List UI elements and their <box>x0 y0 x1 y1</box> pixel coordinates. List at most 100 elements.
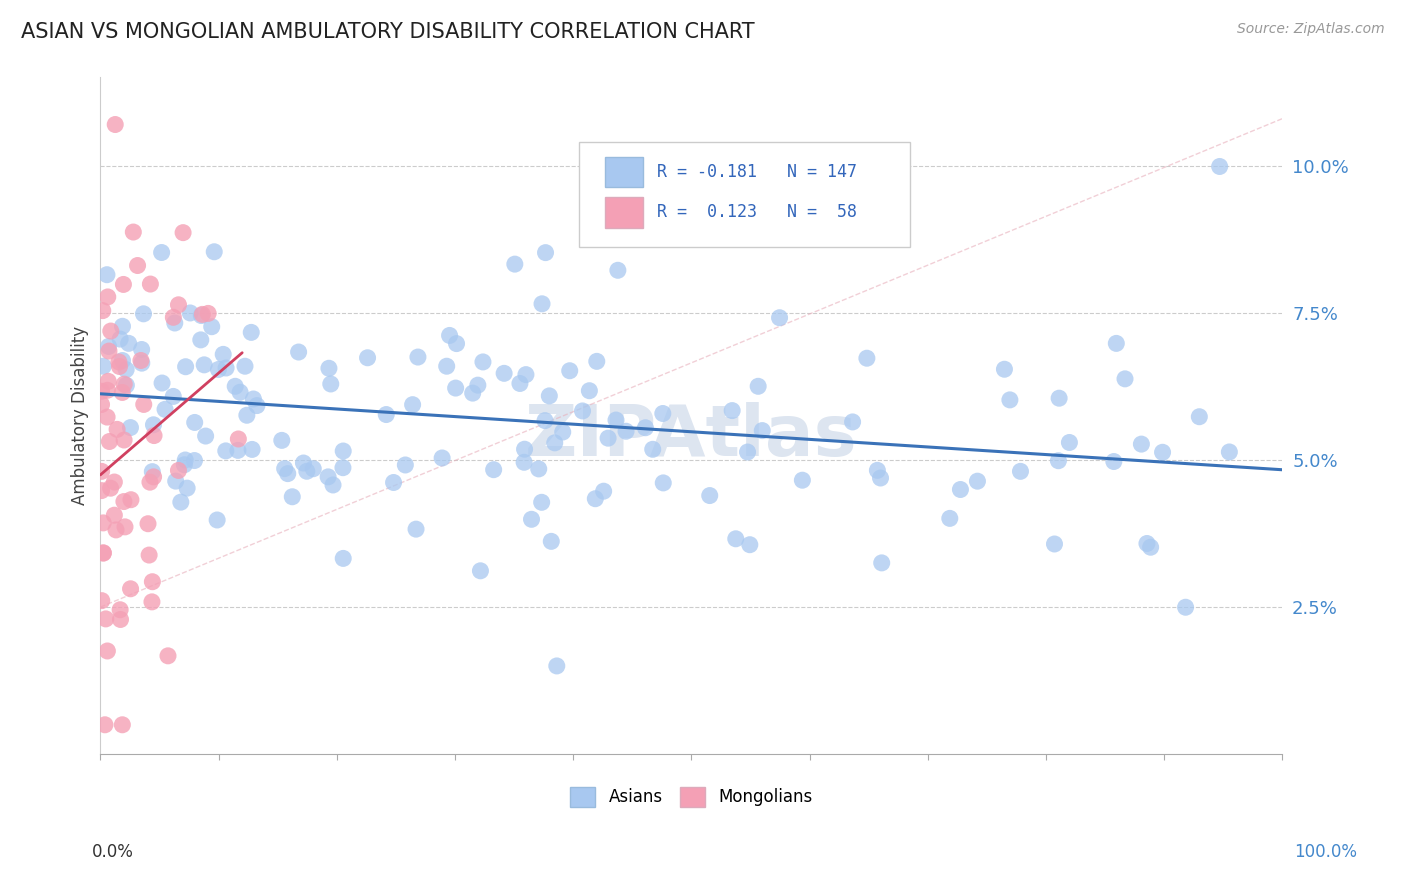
Point <box>97 344 120 359</box>
Point <box>91 359 114 374</box>
Point <box>318 361 340 376</box>
Point <box>302 461 325 475</box>
Point <box>1136 536 1159 550</box>
Point <box>869 471 891 485</box>
Point <box>215 443 238 458</box>
Point <box>132 307 155 321</box>
Point <box>513 455 536 469</box>
Point <box>136 516 159 531</box>
Point <box>111 718 134 732</box>
Point <box>578 384 600 398</box>
Point <box>724 532 747 546</box>
Point <box>172 226 194 240</box>
Point <box>132 397 155 411</box>
Y-axis label: Ambulatory Disability: Ambulatory Disability <box>72 326 89 506</box>
Point <box>240 326 263 340</box>
Point <box>482 463 505 477</box>
Point <box>242 392 264 406</box>
Point <box>551 425 574 439</box>
Point <box>531 297 554 311</box>
Point <box>236 409 259 423</box>
Point <box>91 546 114 560</box>
Point <box>108 332 131 346</box>
Point <box>527 462 550 476</box>
Point <box>273 461 295 475</box>
Point <box>153 402 176 417</box>
Point <box>114 520 136 534</box>
Point <box>1043 537 1066 551</box>
Point <box>405 522 427 536</box>
Point <box>228 432 250 446</box>
Point <box>641 442 664 457</box>
Point <box>401 398 423 412</box>
Point <box>406 350 429 364</box>
Point <box>129 353 152 368</box>
Point <box>583 491 606 506</box>
Point <box>530 495 553 509</box>
Point <box>105 523 128 537</box>
Point <box>281 490 304 504</box>
Point <box>605 413 627 427</box>
Point <box>1130 437 1153 451</box>
Point <box>515 368 537 382</box>
Point <box>173 458 195 472</box>
Point <box>866 463 889 477</box>
Point <box>1188 409 1211 424</box>
Point <box>1208 160 1230 174</box>
Text: R =  0.123   N =  58: R = 0.123 N = 58 <box>657 203 858 221</box>
Point <box>966 474 988 488</box>
Point <box>233 359 256 374</box>
Point <box>122 225 145 239</box>
Point <box>446 336 468 351</box>
Point <box>1047 391 1070 405</box>
Point <box>139 475 162 490</box>
Point <box>738 538 761 552</box>
Point <box>167 298 190 312</box>
Text: ZIPAtlas: ZIPAtlas <box>524 401 858 471</box>
Point <box>90 398 112 412</box>
Point <box>141 595 163 609</box>
Point <box>150 376 173 390</box>
Point <box>246 399 269 413</box>
Point <box>141 574 163 589</box>
Point <box>240 442 263 457</box>
Point <box>792 473 814 487</box>
Point <box>112 277 135 292</box>
Point <box>538 389 561 403</box>
Point <box>998 392 1021 407</box>
Point <box>112 377 135 392</box>
Point <box>162 310 184 325</box>
Point <box>91 516 114 530</box>
Point <box>111 319 134 334</box>
Point <box>183 416 205 430</box>
Point <box>1059 435 1081 450</box>
Point <box>115 378 138 392</box>
Point <box>97 375 120 389</box>
Point <box>949 483 972 497</box>
FancyBboxPatch shape <box>605 197 643 227</box>
Point <box>93 546 115 560</box>
Point <box>356 351 378 365</box>
Point <box>444 381 467 395</box>
Point <box>193 358 215 372</box>
Text: R = -0.181   N = 147: R = -0.181 N = 147 <box>657 163 858 181</box>
Point <box>768 310 790 325</box>
Point <box>165 474 187 488</box>
Point <box>534 245 557 260</box>
Point <box>229 385 252 400</box>
Point <box>191 307 214 321</box>
Point <box>141 465 163 479</box>
Point <box>131 343 153 357</box>
Point <box>651 407 673 421</box>
Point <box>430 450 453 465</box>
Point <box>509 376 531 391</box>
Point <box>212 347 235 361</box>
Point <box>1010 464 1032 478</box>
Point <box>112 494 135 508</box>
Point <box>97 339 120 353</box>
Point <box>176 481 198 495</box>
Point <box>197 306 219 320</box>
Point <box>100 324 122 338</box>
Point <box>332 460 354 475</box>
Point <box>841 415 863 429</box>
